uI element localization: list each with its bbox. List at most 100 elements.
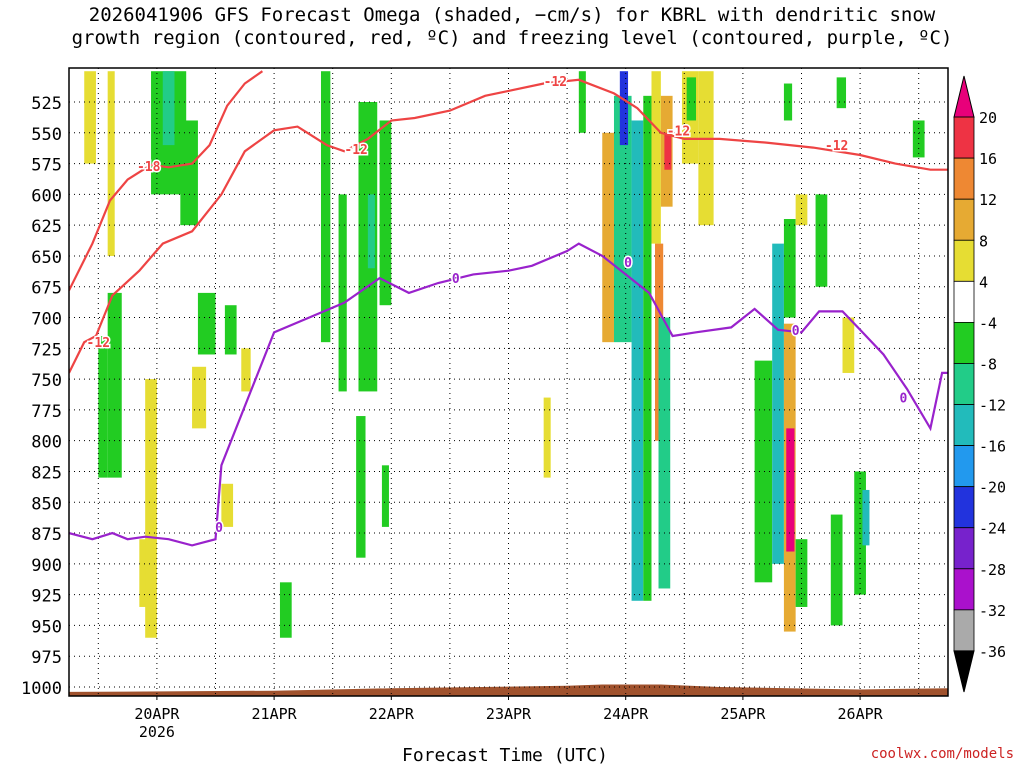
- y-tick-label: 700: [31, 310, 62, 330]
- x-tick-label: 26APR: [838, 705, 884, 723]
- contour-label: -12: [825, 139, 848, 154]
- omega-cell: [107, 292, 122, 478]
- omega-cell: [107, 71, 115, 256]
- colorbar-label: -24: [979, 520, 1006, 538]
- colorbar-label: -16: [979, 438, 1006, 456]
- x-year-label: 2026: [139, 723, 175, 741]
- colorbar-label: 8: [979, 232, 988, 250]
- omega-cell: [772, 243, 784, 564]
- colorbar-bin: [953, 527, 975, 570]
- omega-cell: [381, 465, 389, 527]
- omega-cell: [643, 95, 652, 601]
- colorbar-arrow-top: [953, 75, 975, 118]
- x-axis-title: Forecast Time (UTC): [402, 745, 608, 766]
- omega-cell: [658, 317, 671, 589]
- title-line-1: 2026041906 GFS Forecast Omega (shaded, −…: [88, 4, 936, 26]
- colorbar-bin: [953, 445, 975, 488]
- contour-dgz: [69, 78, 948, 374]
- omega-cell: [815, 194, 828, 287]
- omega-cell: [98, 336, 108, 478]
- y-tick-label: 600: [31, 186, 62, 206]
- y-tick-label: 750: [31, 371, 62, 391]
- colorbar-bin: [953, 609, 975, 652]
- y-tick-label: 550: [31, 125, 62, 145]
- y-tick-label: 900: [31, 556, 62, 576]
- colorbar-bin: [953, 363, 975, 405]
- title-line-2: growth region (contoured, red, ºC) and f…: [71, 27, 953, 49]
- contour-label: 0: [215, 521, 223, 536]
- colorbar-bin: [953, 239, 975, 282]
- y-tick-label: 725: [31, 340, 62, 360]
- colorbar-label: 12: [979, 191, 997, 209]
- y-tick-label: 650: [31, 248, 62, 268]
- x-tick-label: 22APR: [369, 705, 415, 723]
- y-tick-label: 1000: [21, 679, 62, 699]
- omega-cell: [192, 366, 207, 429]
- omega-cell: [602, 132, 614, 343]
- omega-cell: [664, 132, 672, 170]
- colorbar-label: -20: [979, 479, 1006, 497]
- colorbar-label: -8: [979, 355, 997, 373]
- contour-freezing-level: [69, 242, 948, 547]
- colorbar-bin: [953, 198, 975, 241]
- x-tick-label: 25APR: [720, 705, 766, 723]
- colorbar-bin: [953, 404, 975, 446]
- omega-cell: [162, 71, 175, 146]
- x-tick-label: 21APR: [252, 705, 298, 723]
- omega-cell: [795, 194, 808, 226]
- y-tick-label: 775: [31, 402, 62, 422]
- y-tick-label: 975: [31, 648, 62, 668]
- contour-label: -12: [87, 336, 110, 351]
- omega-cell: [320, 71, 331, 343]
- colorbar-label: -36: [979, 643, 1006, 661]
- colorbar-bin: [953, 321, 975, 364]
- omega-cell: [619, 71, 629, 146]
- omega-cell: [84, 71, 96, 164]
- omega-cell: [145, 379, 157, 638]
- y-tick-label: 950: [31, 617, 62, 637]
- omega-cell: [631, 120, 644, 601]
- omega-cell: [783, 83, 793, 121]
- x-tick-label: 24APR: [603, 705, 649, 723]
- contour-label: 0: [624, 256, 632, 271]
- y-tick-label: 525: [31, 94, 62, 114]
- omega-cell: [279, 582, 292, 638]
- y-tick-label: 875: [31, 525, 62, 545]
- contour-label: 0: [792, 324, 800, 339]
- omega-cell: [686, 77, 697, 121]
- colorbar-label: -32: [979, 602, 1006, 620]
- contour-label: -12: [344, 143, 367, 158]
- colorbar-label: -28: [979, 561, 1006, 579]
- y-tick-label: 825: [31, 463, 62, 483]
- omega-shading: [84, 71, 925, 638]
- omega-cell: [221, 483, 234, 527]
- contour-label: 0: [452, 272, 460, 287]
- colorbar-bin: [953, 486, 975, 529]
- contour-dgz: [69, 70, 264, 291]
- y-tick-label: 850: [31, 494, 62, 514]
- colorbar-label: 16: [979, 150, 997, 168]
- terrain-surface: [69, 684, 948, 696]
- credit-link[interactable]: coolwx.com/models: [870, 746, 1014, 762]
- omega-cell: [786, 428, 795, 552]
- y-tick-label: 625: [31, 217, 62, 237]
- contour-label: -12: [667, 124, 690, 139]
- colorbar-label: -4: [979, 314, 997, 332]
- omega-cell: [783, 219, 796, 318]
- colorbar-arrow-bottom: [953, 650, 975, 693]
- omega-cell: [379, 120, 392, 306]
- omega-cell: [180, 120, 198, 226]
- colorbar-bin: [953, 116, 975, 159]
- omega-cell: [338, 194, 347, 392]
- colorbar-bin: [953, 568, 975, 611]
- colorbar-label: 20: [979, 109, 997, 127]
- colorbar-label: -12: [979, 397, 1006, 415]
- y-tick-label: 925: [31, 587, 62, 607]
- x-tick-label: 23APR: [486, 705, 532, 723]
- colorbar-bin: [953, 280, 975, 323]
- omega-cell: [651, 71, 661, 244]
- omega-cell: [356, 416, 366, 558]
- y-tick-label: 675: [31, 279, 62, 299]
- omega-cell: [224, 305, 237, 355]
